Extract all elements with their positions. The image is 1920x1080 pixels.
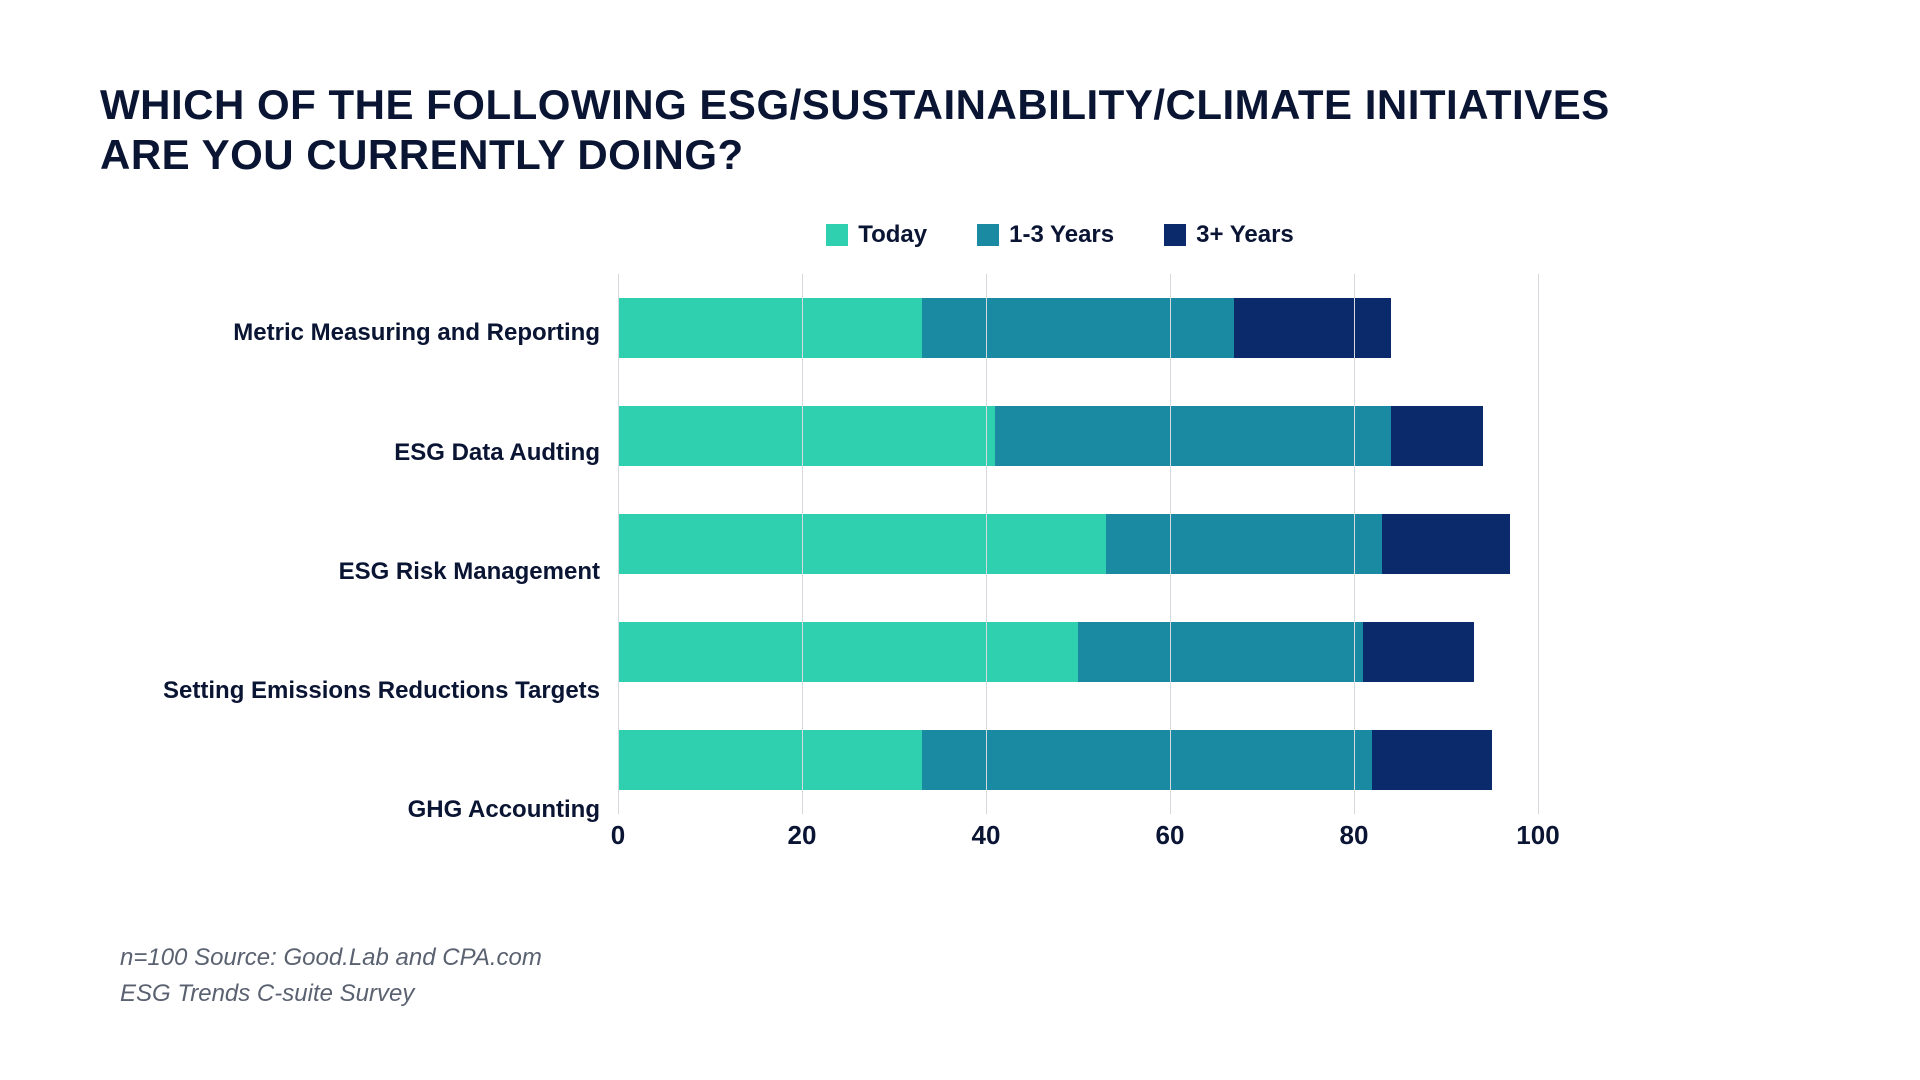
x-axis-tick: 100 xyxy=(1516,820,1559,851)
footnote-line-1: n=100 Source: Good.Lab and CPA.com xyxy=(120,940,1820,976)
bar-segment xyxy=(618,298,922,358)
footnote: n=100 Source: Good.Lab and CPA.com ESG T… xyxy=(120,940,1820,1012)
x-axis-tick: 60 xyxy=(1156,820,1185,851)
bar-segment xyxy=(1234,298,1390,358)
stacked-bar xyxy=(618,514,1510,574)
x-axis-tick: 20 xyxy=(788,820,817,851)
legend-item: 3+ Years xyxy=(1164,221,1294,249)
bar-segment xyxy=(1078,622,1363,682)
bar-segment xyxy=(618,406,995,466)
chart-area: Today 1-3 Years 3+ Years Metric Measuring … xyxy=(120,221,1820,870)
bar-row xyxy=(618,598,1538,706)
plot: Metric Measuring and Reporting ESG Data A… xyxy=(120,274,1820,870)
bar-row xyxy=(618,274,1538,382)
bar-segment xyxy=(995,406,1391,466)
gridline xyxy=(802,274,803,814)
bar-segment xyxy=(1363,622,1473,682)
bar-segment xyxy=(922,730,1373,790)
gridline xyxy=(618,274,619,814)
legend-swatch xyxy=(826,224,848,246)
x-axis-tick: 0 xyxy=(611,820,625,851)
bar-row xyxy=(618,382,1538,490)
bar-segment xyxy=(1382,514,1511,574)
y-axis-label: ESG Risk Management xyxy=(120,518,600,626)
bars-container xyxy=(618,274,1538,814)
bar-segment xyxy=(618,730,922,790)
y-axis-label: Metric Measuring and Reporting xyxy=(120,279,600,387)
y-axis-label: Setting Emissions Reductions Targets xyxy=(120,637,600,745)
gridline xyxy=(1170,274,1171,814)
y-axis-label: ESG Data Audting xyxy=(120,399,600,507)
stacked-bar xyxy=(618,298,1391,358)
x-axis-tick: 40 xyxy=(972,820,1001,851)
legend-swatch xyxy=(1164,224,1186,246)
gridline xyxy=(1538,274,1539,814)
plot-grid: 020406080100 xyxy=(618,274,1538,870)
title-line-1: WHICH OF THE FOLLOWING ESG/SUSTAINABILIT… xyxy=(100,81,1610,128)
y-axis-label: GHG Accounting xyxy=(120,756,600,864)
footnote-line-2: ESG Trends C-suite Survey xyxy=(120,976,1820,1012)
gridline xyxy=(986,274,987,814)
y-axis-labels: Metric Measuring and Reporting ESG Data A… xyxy=(120,274,618,870)
legend-label: Today xyxy=(858,221,927,249)
bar-segment xyxy=(1391,406,1483,466)
stacked-bar xyxy=(618,622,1474,682)
legend-item: 1-3 Years xyxy=(977,221,1114,249)
slide-container: WHICH OF THE FOLLOWING ESG/SUSTAINABILIT… xyxy=(0,0,1920,1080)
bar-row xyxy=(618,490,1538,598)
title-line-2: ARE YOU CURRENTLY DOING? xyxy=(100,131,744,178)
bar-row xyxy=(618,706,1538,814)
legend: Today 1-3 Years 3+ Years xyxy=(600,221,1520,249)
chart-title: WHICH OF THE FOLLOWING ESG/SUSTAINABILIT… xyxy=(100,80,1820,181)
bar-segment xyxy=(618,514,1106,574)
x-axis: 020406080100 xyxy=(618,820,1538,870)
x-axis-tick: 80 xyxy=(1340,820,1369,851)
bar-segment xyxy=(922,298,1235,358)
stacked-bar xyxy=(618,730,1492,790)
legend-swatch xyxy=(977,224,999,246)
legend-label: 1-3 Years xyxy=(1009,221,1114,249)
bar-segment xyxy=(1372,730,1492,790)
legend-item: Today xyxy=(826,221,927,249)
gridline xyxy=(1354,274,1355,814)
legend-label: 3+ Years xyxy=(1196,221,1294,249)
bar-segment xyxy=(1106,514,1382,574)
bar-segment xyxy=(618,622,1078,682)
